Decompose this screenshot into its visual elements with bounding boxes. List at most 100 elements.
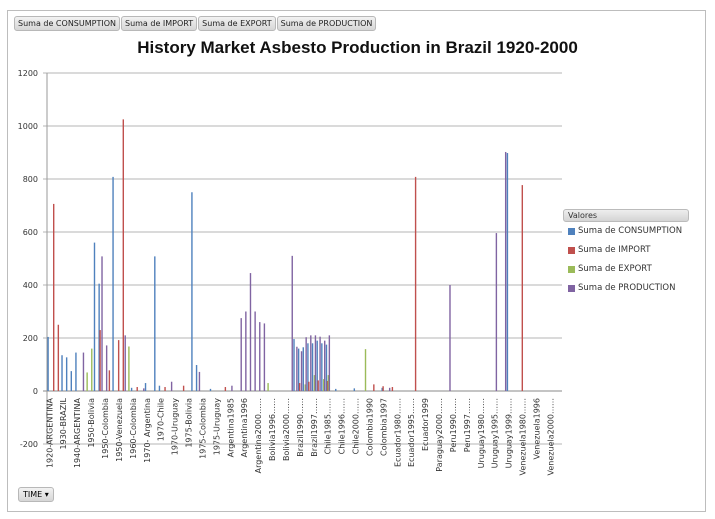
bar	[302, 347, 304, 391]
bar	[158, 385, 161, 391]
x-tick-label: 1975-Bolivia	[185, 398, 194, 448]
field-button-consumption[interactable]: Suma de CONSUMPTION	[14, 16, 120, 31]
y-tick-label: -200	[20, 440, 38, 449]
bar	[98, 283, 100, 391]
bar	[52, 203, 55, 391]
bar	[47, 336, 49, 391]
x-tick-label: 1960-Colombia	[129, 398, 138, 459]
bar	[381, 387, 383, 391]
bar	[305, 337, 307, 391]
bar	[314, 335, 317, 391]
bar	[364, 349, 367, 391]
bar	[182, 385, 185, 391]
bar	[495, 233, 498, 391]
x-tick-label: Chile1996……	[338, 398, 347, 454]
time-label: TIME	[23, 490, 43, 499]
legend-swatch	[568, 285, 575, 292]
bar	[245, 311, 247, 391]
legend-label: Suma de CONSUMPTION	[578, 226, 683, 236]
bar	[321, 343, 323, 391]
bar	[506, 153, 509, 391]
chart-title: History Market Asbesto Production in Bra…	[137, 38, 578, 57]
bar	[122, 119, 124, 391]
x-tick-label: Argentina1996	[240, 398, 249, 457]
bar	[91, 348, 93, 391]
x-tick-label: Colombia1997	[379, 398, 388, 456]
bar	[388, 387, 391, 391]
bar	[112, 176, 114, 391]
x-tick-label: Argentina1985	[226, 398, 235, 457]
bar	[316, 340, 318, 391]
x-tick-label: Ecuador1995……	[407, 398, 416, 467]
x-tick-label: Colombia1990	[365, 398, 374, 456]
bar	[300, 351, 303, 391]
bar	[449, 285, 451, 391]
legend-label: Suma de IMPORT	[578, 245, 651, 255]
bar	[143, 388, 145, 391]
bar	[128, 346, 130, 391]
bar	[254, 311, 256, 391]
bar	[136, 387, 138, 391]
y-tick-label: 400	[23, 281, 38, 290]
bar	[326, 380, 329, 391]
bar	[170, 381, 173, 391]
x-tick-label: 1970- Argentina	[143, 398, 152, 463]
x-tick-label: Brazil1997……	[310, 398, 319, 457]
legend-item-consumption: Suma de CONSUMPTION	[563, 222, 689, 241]
x-tick-label: 1920-ARGENTINA	[45, 397, 54, 468]
y-tick-label: 1200	[18, 69, 38, 78]
x-tick-label: Bolivia1996……	[268, 398, 277, 461]
bar	[231, 385, 233, 391]
bar	[65, 357, 68, 391]
legend-swatch	[568, 266, 575, 273]
bar	[391, 387, 394, 391]
bar	[521, 185, 524, 391]
x-tick-label: Venezuela2000……	[546, 398, 555, 475]
x-tick-label: 1930-BRAZIL	[59, 397, 68, 449]
bar	[191, 192, 193, 391]
bar	[328, 335, 331, 391]
x-tick-label: Argentina2000……	[254, 398, 263, 473]
bar	[327, 375, 330, 391]
legend-title[interactable]: Valores	[563, 209, 689, 222]
time-filter-button[interactable]: TIME ▾	[18, 487, 54, 502]
field-button-production[interactable]: Suma de PRODUCTION	[276, 16, 377, 31]
x-tick-label: Brazil1990……	[296, 398, 305, 457]
y-tick-label: 0	[33, 387, 38, 396]
bar	[297, 348, 300, 391]
legend-item-import: Suma de IMPORT	[563, 241, 689, 260]
x-tick-label: Ecuador1999	[421, 398, 430, 451]
x-tick-label: Uruguay1999……	[505, 398, 514, 468]
legend-swatch	[568, 247, 575, 254]
x-tick-label: Chile2000……	[352, 398, 361, 454]
bar	[291, 255, 293, 391]
bar	[75, 352, 77, 391]
bar	[267, 383, 269, 391]
bar	[324, 340, 326, 391]
bar	[101, 256, 103, 391]
bar	[99, 330, 101, 391]
y-tick-label: 600	[23, 228, 38, 237]
x-tick-label: Peru1997……	[463, 398, 472, 452]
y-tick-label: 800	[23, 175, 38, 184]
bar	[414, 176, 417, 391]
x-tick-label: Bolivia2000……	[282, 398, 291, 461]
bar	[164, 387, 166, 391]
bar	[144, 383, 147, 391]
bar	[209, 388, 212, 391]
legend-item-export: Suma de EXPORT	[563, 260, 689, 279]
x-tick-label: 1970-Uruguay	[171, 398, 180, 456]
x-tick-label: 1950-Bolivia	[87, 398, 96, 448]
x-tick-label: 1950-Venezuela	[115, 398, 124, 462]
bar	[307, 343, 309, 391]
x-tick-label: Paraguay2000……	[435, 398, 444, 472]
legend-label: Suma de EXPORT	[578, 264, 652, 274]
dropdown-arrow-icon: ▾	[44, 490, 49, 499]
bar	[70, 371, 72, 391]
field-button-export[interactable]: Suma de EXPORT	[198, 16, 276, 31]
bar	[296, 346, 298, 391]
bar	[117, 340, 120, 391]
bar	[249, 273, 252, 391]
field-button-import[interactable]: Suma de IMPORT	[120, 16, 198, 31]
